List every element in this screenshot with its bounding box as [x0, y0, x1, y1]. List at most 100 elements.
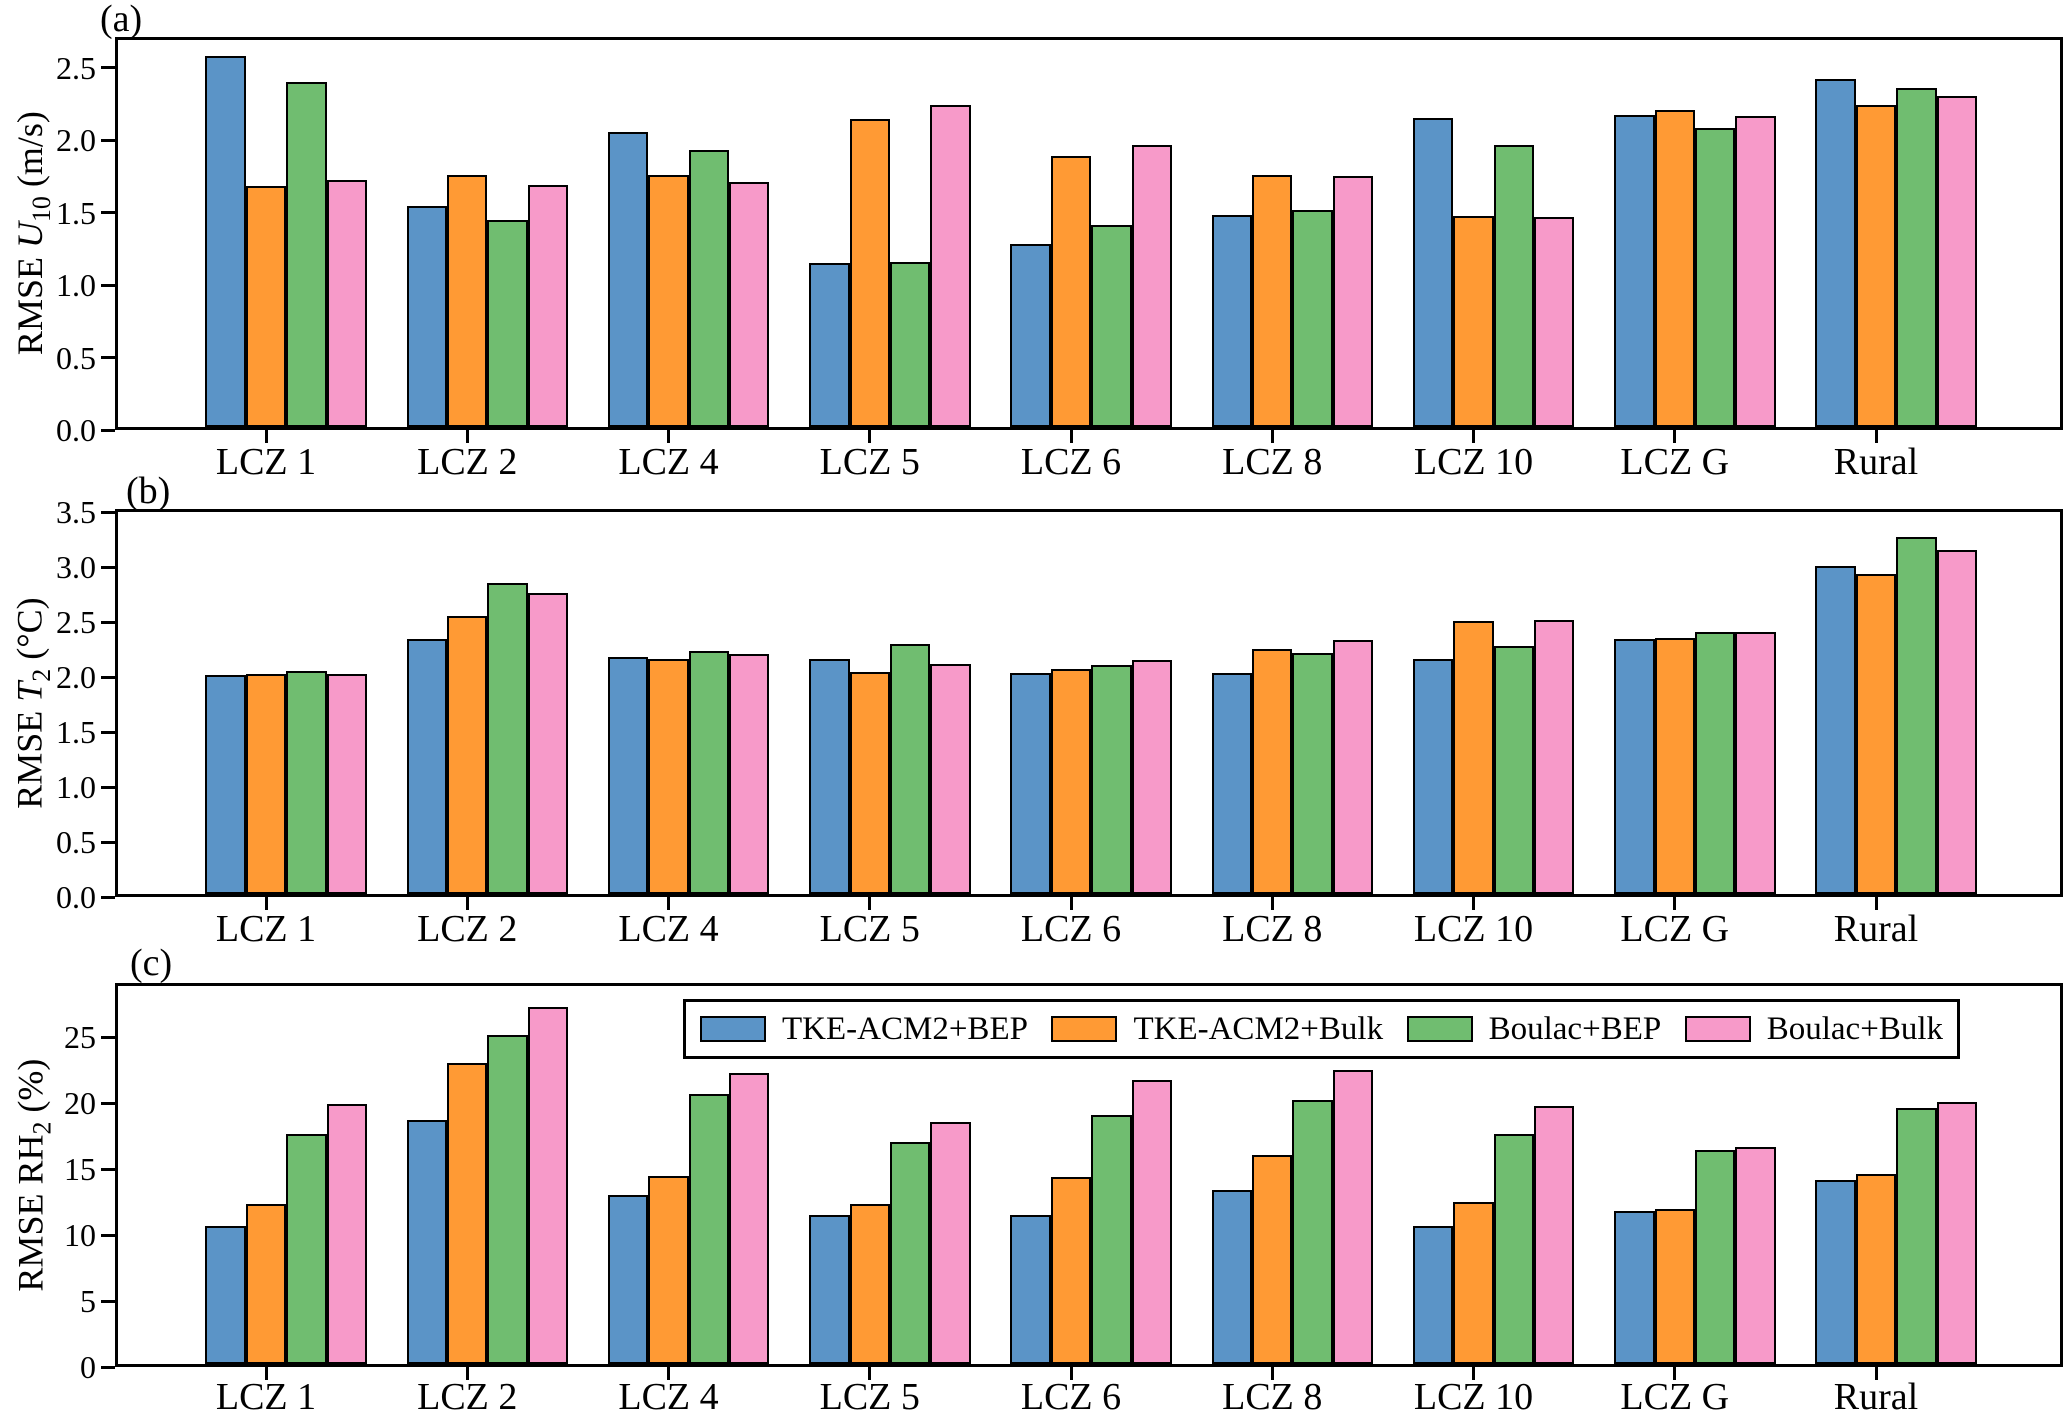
- x-tick-label-a: LCZ 2: [417, 441, 518, 483]
- bar: [1815, 79, 1856, 427]
- legend-label: Boulac+Bulk: [1766, 1010, 1943, 1047]
- x-tick-label-a: LCZ 10: [1413, 441, 1534, 483]
- bar: [930, 104, 971, 427]
- x-tick-label-c: LCZ 1: [215, 1376, 317, 1418]
- bar: [1534, 1105, 1575, 1364]
- y-tick-c: [101, 1035, 115, 1039]
- bar: [1453, 621, 1494, 894]
- bar: [1211, 1189, 1253, 1364]
- bar: [1010, 244, 1051, 427]
- bar: [1855, 104, 1897, 427]
- y-tick-a: [101, 66, 115, 70]
- bar: [1131, 660, 1172, 894]
- x-tick-b: [1472, 897, 1475, 910]
- bar: [1252, 649, 1293, 894]
- bar: [1654, 637, 1695, 894]
- x-tick-label-b: LCZ 4: [618, 908, 719, 950]
- bar: [1050, 1176, 1092, 1364]
- y-tick-a: [101, 356, 115, 360]
- bar: [1936, 1101, 1977, 1364]
- x-tick-c: [465, 1367, 469, 1380]
- bar: [849, 1204, 890, 1364]
- bar: [527, 1006, 569, 1364]
- bar: [889, 1141, 931, 1364]
- y-tick-a: [101, 211, 115, 215]
- bar: [1936, 549, 1977, 894]
- bar: [1332, 639, 1374, 894]
- legend-entry: TKE-ACM2+BEP: [700, 1011, 1028, 1048]
- x-tick-c: [868, 1367, 872, 1380]
- bar: [205, 675, 246, 894]
- bar: [930, 1122, 971, 1364]
- panel-label-b: (b): [126, 470, 171, 512]
- bar: [1735, 632, 1776, 894]
- legend-entry: Boulac+Bulk: [1684, 1010, 1943, 1048]
- y-tick-a: [101, 138, 115, 142]
- bar: [1654, 1209, 1695, 1364]
- bar: [1694, 632, 1736, 894]
- bar: [1815, 1179, 1856, 1364]
- y-tick-label-c: 0: [80, 1349, 96, 1385]
- y-tick-label-c: 25: [64, 1019, 96, 1056]
- y-tick-b: [101, 730, 115, 734]
- bar: [1332, 1070, 1374, 1364]
- x-tick-label-c: LCZ 6: [1020, 1376, 1122, 1418]
- bar: [1493, 646, 1535, 894]
- bar: [205, 1226, 246, 1364]
- bar: [1252, 1154, 1293, 1364]
- bar: [447, 174, 488, 427]
- y-tick-label-b: 3.5: [56, 494, 96, 531]
- x-tick-a: [868, 430, 872, 443]
- y-tick-label-c: 5: [80, 1283, 96, 1320]
- bar: [809, 263, 850, 427]
- panel-label-c: (c): [130, 942, 173, 984]
- x-tick-a: [1673, 430, 1677, 443]
- y-tick-c: [101, 1167, 115, 1171]
- plot-area-c: [115, 983, 2063, 1367]
- bar: [326, 1104, 367, 1364]
- x-tick-c: [667, 1367, 670, 1380]
- bar: [1131, 1079, 1172, 1364]
- bar: [1252, 174, 1293, 427]
- y-tick-label-a: 0.0: [56, 412, 96, 448]
- x-tick-label-a: LCZ 4: [618, 441, 719, 483]
- bar: [889, 261, 931, 427]
- y-tick-b: [101, 620, 115, 624]
- bar: [406, 205, 448, 427]
- bar: [1614, 638, 1655, 894]
- bar: [527, 593, 569, 894]
- legend-label: Boulac+BEP: [1488, 1010, 1662, 1047]
- x-tick-label-b: LCZ 1: [215, 908, 317, 950]
- bar: [1493, 144, 1535, 427]
- y-tick-label-c: 20: [64, 1085, 96, 1122]
- x-tick-label-c: LCZ 4: [618, 1376, 719, 1418]
- x-tick-a: [667, 430, 670, 443]
- legend-color-patch: [1051, 1016, 1118, 1042]
- x-tick-a: [1874, 430, 1878, 443]
- bar: [1010, 673, 1051, 894]
- bar: [286, 81, 327, 427]
- y-tick-c: [101, 1299, 115, 1303]
- bar: [1735, 1147, 1776, 1364]
- y-tick-a: [101, 428, 115, 432]
- bar: [326, 180, 367, 427]
- bar: [729, 653, 770, 894]
- y-tick-label-b: 2.5: [56, 604, 96, 641]
- bar: [607, 657, 649, 894]
- bar: [1292, 1100, 1333, 1364]
- bar: [1735, 116, 1776, 427]
- legend-entry: Boulac+BEP: [1406, 1010, 1662, 1048]
- x-tick-c: [264, 1367, 268, 1380]
- legend: TKE-ACM2+BEP TKE-ACM2+Bulk Boulac+BEP Boula…: [683, 999, 1960, 1059]
- bar: [286, 1134, 327, 1364]
- bar: [809, 659, 850, 894]
- y-tick-c: [101, 1365, 115, 1369]
- bar: [447, 1062, 488, 1364]
- bar: [406, 1119, 448, 1364]
- x-tick-a: [264, 430, 268, 443]
- x-tick-a: [465, 430, 469, 443]
- y-tick-label-a: 2.0: [56, 122, 96, 159]
- x-tick-b: [667, 897, 670, 910]
- x-tick-label-c: LCZ 5: [819, 1376, 920, 1418]
- bar: [607, 131, 649, 427]
